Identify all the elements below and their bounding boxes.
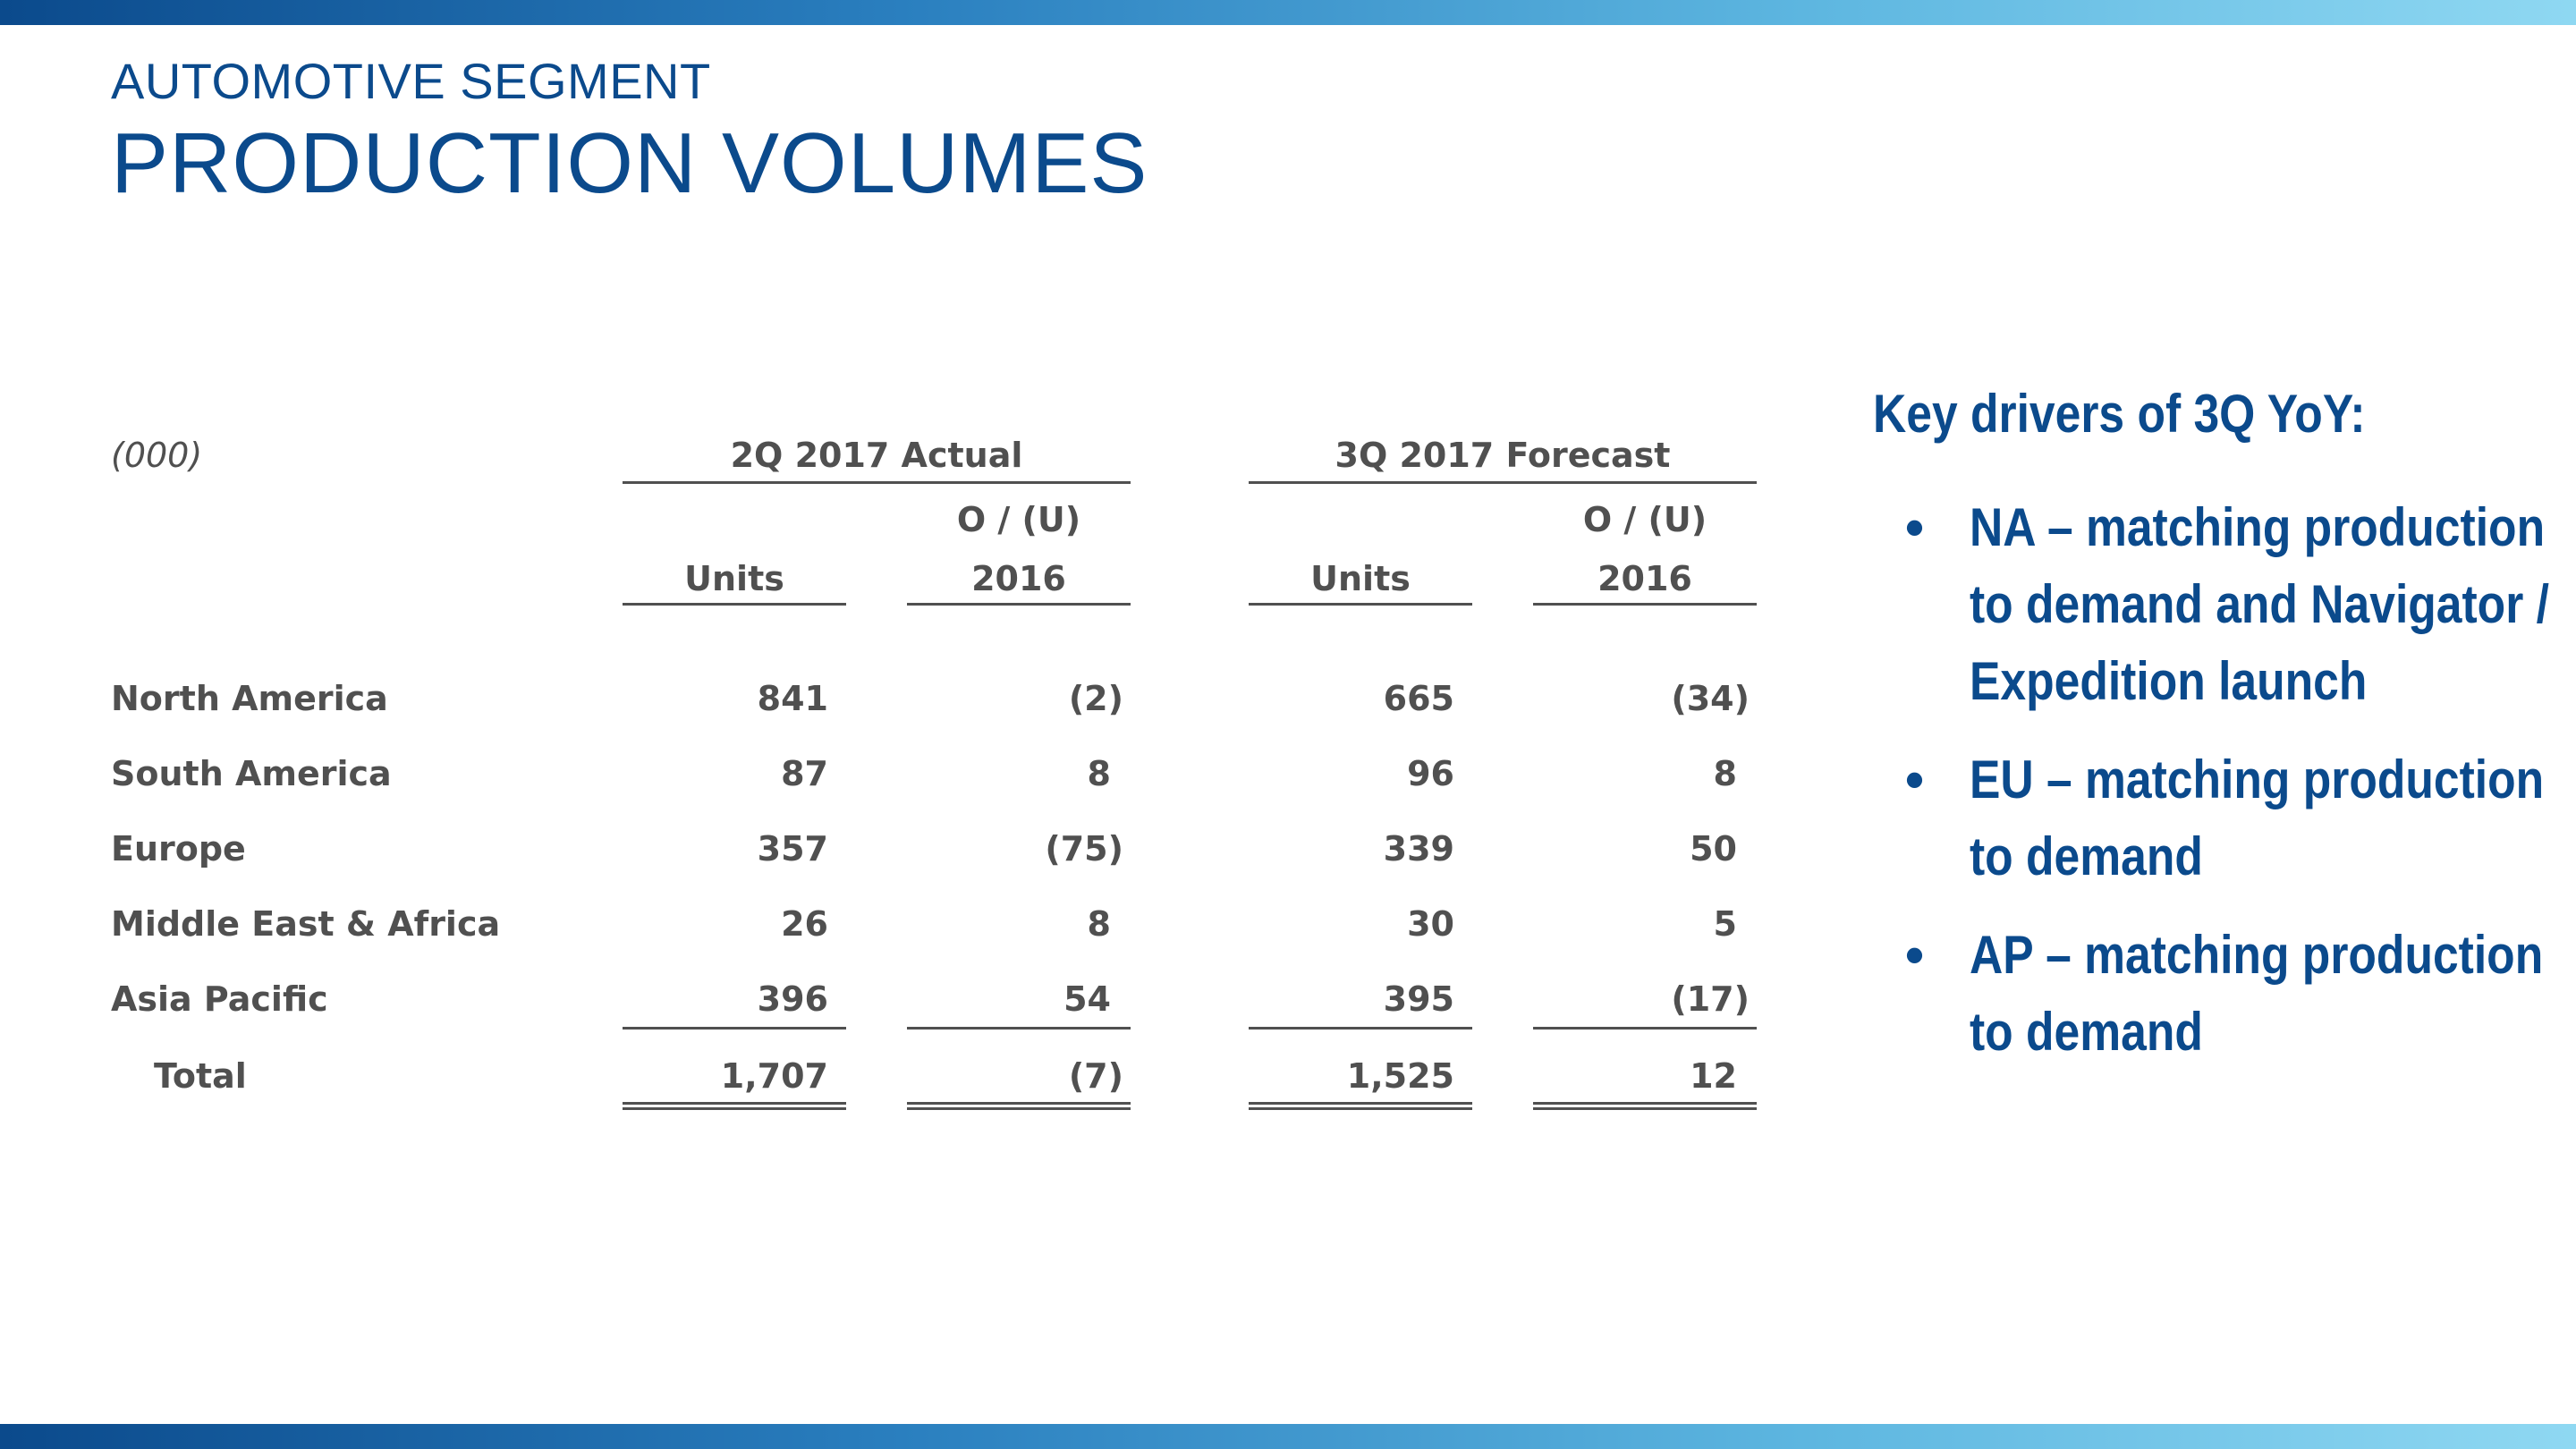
cell-2q-units: 841 (757, 679, 828, 718)
total-double-line-3q-var (1533, 1102, 1757, 1110)
total-double-line-2q-units (623, 1102, 846, 1110)
section-subtitle: AUTOMOTIVE SEGMENT (111, 53, 711, 109)
subtotal-line-3q-var (1533, 1027, 1757, 1030)
region-label: South America (111, 754, 392, 793)
cell-2q-units: 26 (781, 904, 828, 944)
cell-3q-var: 50 (1690, 829, 1737, 869)
col-header-3q-units: Units (1310, 559, 1411, 598)
subtotal-line-2q-var (907, 1027, 1131, 1030)
col-header-3q-variance-line2: 2016 (1597, 559, 1692, 598)
total-2q-var: (7) (1068, 1056, 1123, 1096)
col-underline-2q-var (907, 603, 1131, 606)
region-label: Europe (111, 829, 246, 869)
region-label: North America (111, 679, 388, 718)
cell-2q-var: 54 (1063, 979, 1111, 1019)
subtotal-line-2q-units (623, 1027, 846, 1030)
total-3q-units: 1,525 (1346, 1056, 1454, 1096)
cell-3q-var: (34) (1671, 679, 1750, 718)
driver-text: AP – matching production to demand (1970, 925, 2544, 1062)
list-item: • NA – matching production to demand and … (1873, 489, 2553, 720)
cell-3q-units: 665 (1383, 679, 1454, 718)
top-gradient-bar (0, 0, 2576, 25)
col-header-2q-variance-line1: O / (U) (956, 500, 1081, 539)
cell-2q-var: 8 (1087, 754, 1111, 793)
key-drivers-heading: Key drivers of 3Q YoY: (1873, 384, 2366, 444)
cell-2q-var: (2) (1068, 679, 1123, 718)
total-double-line-3q-units (1249, 1102, 1472, 1110)
bullet-icon: • (1905, 750, 1925, 809)
col-underline-2q-units (623, 603, 846, 606)
cell-3q-units: 339 (1383, 829, 1454, 869)
list-item: • EU – matching production to demand (1873, 741, 2553, 895)
col-header-2q-variance-line2: 2016 (971, 559, 1066, 598)
region-label: Asia Pacific (111, 979, 328, 1019)
key-drivers-panel: Key drivers of 3Q YoY: • NA – matching pr… (1873, 383, 2553, 1092)
cell-2q-var: (75) (1045, 829, 1123, 869)
page-title: PRODUCTION VOLUMES (111, 115, 1148, 211)
driver-text: EU – matching production to demand (1970, 750, 2545, 886)
bullet-icon: • (1905, 925, 1925, 985)
cell-2q-units: 396 (757, 979, 828, 1019)
col-underline-3q-var (1533, 603, 1757, 606)
subtotal-line-3q-units (1249, 1027, 1472, 1030)
total-3q-var: 12 (1690, 1056, 1737, 1096)
bullet-icon: • (1905, 497, 1925, 557)
cell-3q-var: (17) (1671, 979, 1750, 1019)
col-header-3q-variance-line1: O / (U) (1582, 500, 1707, 539)
region-label: Middle East & Africa (111, 904, 501, 944)
cell-3q-units: 395 (1383, 979, 1454, 1019)
production-table: (000) 2Q 2017 Actual 3Q 2017 Forecast O … (111, 436, 1757, 1110)
group-underline-3q (1249, 481, 1757, 484)
cell-3q-var: 8 (1713, 754, 1737, 793)
col-underline-3q-units (1249, 603, 1472, 606)
col-header-2q-units: Units (684, 559, 784, 598)
total-2q-units: 1,707 (720, 1056, 828, 1096)
cell-2q-units: 87 (781, 754, 828, 793)
group-underline-2q (623, 481, 1131, 484)
cell-2q-units: 357 (757, 829, 828, 869)
list-item: • AP – matching production to demand (1873, 917, 2553, 1071)
group-header-3q-forecast: 3Q 2017 Forecast (1335, 436, 1671, 475)
total-label: Total (154, 1056, 247, 1096)
group-header-2q-actual: 2Q 2017 Actual (730, 436, 1023, 475)
bottom-gradient-bar (0, 1424, 2576, 1449)
unit-note: (000) (111, 436, 203, 475)
cell-3q-var: 5 (1713, 904, 1737, 944)
key-drivers-list: • NA – matching production to demand and … (1873, 489, 2553, 1071)
cell-2q-var: 8 (1087, 904, 1111, 944)
cell-3q-units: 30 (1407, 904, 1454, 944)
driver-text: NA – matching production to demand and N… (1970, 497, 2549, 711)
cell-3q-units: 96 (1407, 754, 1454, 793)
total-double-line-2q-var (907, 1102, 1131, 1110)
